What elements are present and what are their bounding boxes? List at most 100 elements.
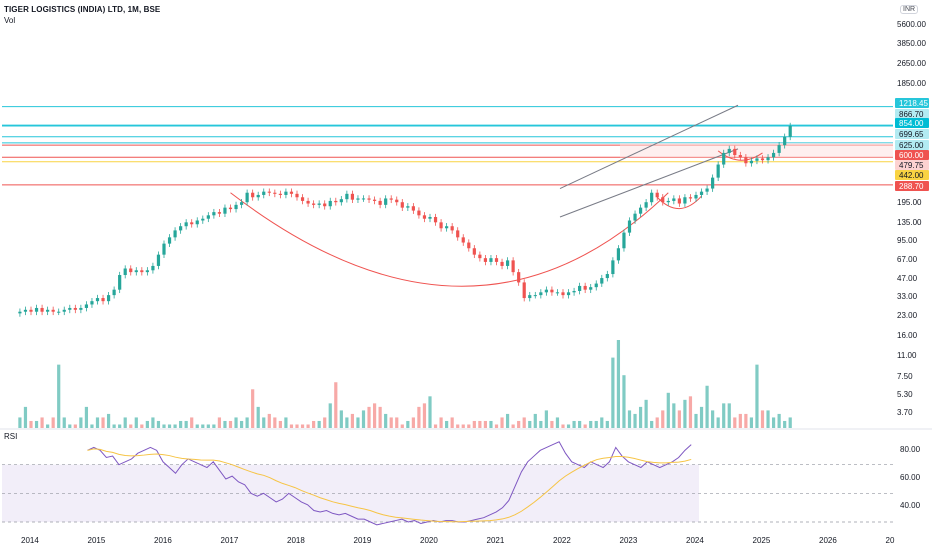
- time-axis-tick: 2025: [753, 536, 771, 545]
- candle-body: [566, 292, 571, 296]
- candle-body: [356, 198, 360, 200]
- volume-bar: [760, 410, 765, 428]
- candle-body: [483, 258, 488, 262]
- volume-bar: [367, 406, 371, 428]
- volume-bar: [79, 417, 83, 428]
- level-tag-label: 854.00: [899, 119, 924, 128]
- volume-bar: [788, 417, 792, 428]
- candle-body: [90, 301, 94, 305]
- candle-body: [123, 268, 127, 276]
- volume-bar: [672, 403, 676, 428]
- volume-bar: [372, 403, 377, 428]
- candle-body: [389, 198, 393, 200]
- volume-bar: [295, 424, 299, 428]
- candle-body: [672, 198, 676, 201]
- currency-badge[interactable]: INR: [900, 5, 919, 14]
- candle-body: [317, 203, 321, 205]
- candle-body: [140, 270, 144, 273]
- candle-body: [472, 248, 476, 255]
- volume-bar: [727, 403, 731, 428]
- volume-bar: [406, 420, 410, 428]
- volume-bar: [766, 410, 770, 428]
- volume-bar: [251, 389, 255, 428]
- volume-bar: [722, 403, 726, 428]
- cup-curve: [230, 192, 669, 287]
- volume-bar: [228, 420, 233, 428]
- candle-body: [361, 198, 366, 200]
- candle-body: [744, 157, 748, 164]
- volume-bar: [162, 424, 166, 428]
- volume-bar: [212, 424, 216, 428]
- candle-body: [683, 197, 687, 204]
- volume-bar: [550, 420, 554, 428]
- candle-body: [555, 292, 560, 294]
- price-axis-tick: 5.30: [897, 390, 913, 399]
- candle-body: [245, 192, 249, 203]
- candle-body: [600, 278, 604, 284]
- candle-body: [129, 268, 133, 273]
- time-axis-tick: 2019: [354, 536, 372, 545]
- level-tag-label: 625.00: [899, 141, 924, 150]
- level-tag: [895, 109, 929, 119]
- candle-body: [68, 307, 72, 310]
- time-axis-tick: 2017: [221, 536, 239, 545]
- candle-body: [328, 200, 332, 207]
- volume-bar: [350, 413, 355, 428]
- candle-body: [251, 192, 255, 198]
- candle-body: [638, 207, 643, 214]
- volume-bar: [522, 417, 526, 428]
- candle-body: [323, 203, 327, 207]
- candle-body: [179, 226, 183, 231]
- volume-bar: [234, 417, 238, 428]
- candle-body: [461, 237, 465, 243]
- candle-body: [406, 206, 410, 208]
- volume-bar: [190, 417, 194, 428]
- candle-body: [300, 197, 305, 201]
- volume-bar: [90, 424, 94, 428]
- candle-body: [716, 164, 720, 178]
- candle-body: [350, 193, 355, 200]
- candle-body: [34, 307, 39, 312]
- volume-bar: [622, 375, 626, 428]
- volume-bar: [422, 403, 427, 428]
- volume-bar: [306, 424, 310, 428]
- volume-bar: [733, 417, 737, 428]
- candle-body: [661, 197, 665, 203]
- volume-bar: [716, 417, 720, 428]
- price-axis-tick: 3.70: [897, 408, 913, 417]
- resistance-zone: [620, 142, 893, 158]
- candle-body: [156, 254, 161, 266]
- volume-bar: [683, 399, 687, 428]
- candle-body: [633, 213, 637, 221]
- candle-body: [422, 215, 427, 219]
- candle-body: [411, 206, 415, 211]
- candle-body: [572, 290, 576, 293]
- candle-body: [23, 309, 28, 312]
- volume-bar: [289, 424, 294, 428]
- candle-body: [505, 260, 510, 266]
- price-axis-tick: 135.00: [897, 218, 922, 227]
- candle-body: [578, 285, 582, 291]
- candle-body: [417, 210, 421, 216]
- level-tag: [895, 181, 929, 191]
- volume-bar: [273, 417, 277, 428]
- time-axis-tick: 2023: [620, 536, 638, 545]
- candle-body: [217, 212, 222, 214]
- volume-bar: [705, 385, 709, 428]
- candle-body: [112, 289, 116, 296]
- handle-curve: [656, 195, 702, 210]
- volume-bar: [755, 364, 759, 428]
- volume-bar: [561, 424, 565, 428]
- volume-bar: [467, 424, 471, 428]
- volume-bar: [600, 417, 604, 428]
- candle-body: [594, 283, 598, 288]
- time-axis-tick: 2020: [420, 536, 438, 545]
- candle-body: [777, 145, 781, 153]
- volume-bar: [361, 410, 366, 428]
- candle-body: [517, 272, 521, 283]
- candle-body: [478, 254, 482, 259]
- candle-body: [539, 292, 543, 296]
- candle-body: [433, 216, 438, 223]
- volume-bar: [589, 420, 593, 428]
